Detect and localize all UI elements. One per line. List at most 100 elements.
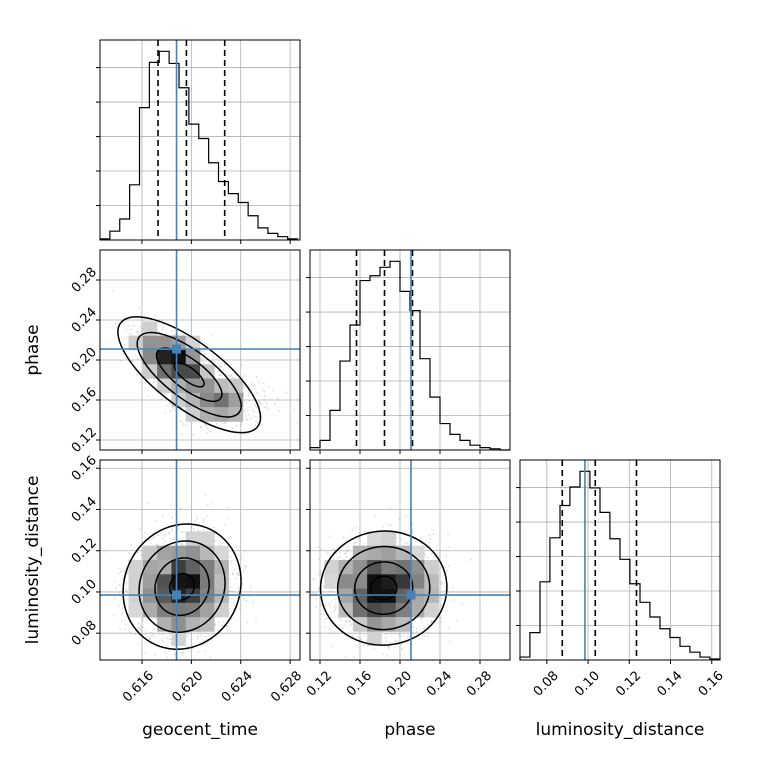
density-cell: [214, 574, 229, 589]
sample-point: [160, 398, 163, 400]
sample-point: [192, 528, 195, 531]
sample-point: [243, 384, 246, 387]
density-cell: [228, 378, 244, 394]
sample-point: [235, 424, 238, 427]
sample-point: [411, 529, 414, 532]
sample-point: [243, 565, 246, 567]
sample-point: [262, 389, 265, 392]
sample-point: [241, 577, 244, 580]
sample-point: [182, 423, 185, 426]
density-cell: [157, 545, 172, 561]
density-cell: [157, 350, 172, 365]
sample-point: [363, 634, 366, 636]
sample-point: [339, 618, 342, 621]
sample-point: [209, 430, 212, 433]
sample-point: [237, 586, 240, 589]
sample-point: [117, 605, 120, 607]
sample-point: [149, 638, 152, 641]
sample-point: [333, 605, 335, 608]
hist-step-luminosity_distance: [519, 470, 721, 660]
sample-point: [255, 420, 258, 423]
sample-point: [125, 582, 128, 584]
sample-point: [161, 639, 164, 642]
sample-point: [152, 633, 154, 636]
sample-point: [439, 567, 441, 570]
sample-point: [103, 551, 105, 553]
sample-point: [427, 635, 430, 638]
sample-point: [349, 620, 351, 623]
sample-point: [181, 652, 183, 654]
sample-point: [186, 329, 189, 332]
sample-point: [257, 381, 260, 384]
sample-point: [158, 666, 160, 668]
sample-point: [125, 589, 127, 591]
sample-point: [406, 635, 409, 638]
sample-point: [238, 608, 241, 610]
sample-point: [193, 520, 196, 523]
sample-point: [125, 624, 128, 626]
sample-point: [144, 652, 146, 654]
sample-point: [255, 406, 258, 409]
sample-point: [254, 404, 257, 406]
sample-point: [406, 632, 409, 634]
sample-point: [164, 540, 167, 542]
sample-point: [254, 424, 257, 426]
sample-point: [130, 328, 132, 331]
sample-point: [154, 520, 157, 522]
sample-point: [137, 358, 140, 360]
sample-point: [134, 633, 137, 636]
sample-point: [183, 333, 185, 336]
sample-point: [364, 530, 367, 533]
sample-point: [243, 550, 246, 553]
density-cell: [200, 531, 215, 547]
sample-point: [252, 601, 255, 604]
sample-point: [315, 598, 318, 600]
sample-point: [333, 610, 335, 613]
density-cell: [157, 335, 172, 351]
sample-point: [206, 426, 209, 429]
sample-point: [245, 565, 248, 568]
sample-point: [439, 621, 442, 623]
sample-point: [325, 617, 328, 620]
sample-point: [344, 553, 347, 555]
sample-point: [337, 616, 339, 619]
sample-point: [430, 553, 432, 555]
sample-point: [219, 373, 222, 376]
sample-point: [263, 399, 266, 401]
sample-point: [174, 653, 176, 656]
sample-point: [153, 635, 156, 638]
sample-point: [301, 577, 303, 579]
sample-point: [168, 532, 171, 535]
density-cell: [214, 560, 229, 575]
sample-point: [137, 330, 139, 333]
joint-content: [112, 289, 299, 436]
sample-point: [226, 517, 229, 520]
sample-point: [192, 433, 195, 436]
sample-point: [252, 410, 255, 413]
sample-point: [334, 549, 337, 551]
sample-point: [158, 331, 161, 333]
sample-point: [120, 360, 122, 362]
sample-point: [396, 532, 399, 535]
sample-point: [346, 548, 349, 551]
sample-point: [387, 646, 390, 649]
sample-point: [131, 360, 134, 362]
density-cell: [171, 574, 187, 589]
density-cell: [157, 588, 172, 604]
density-cell: [185, 545, 201, 561]
sample-point: [401, 635, 404, 637]
sample-point: [412, 625, 415, 628]
sample-point: [440, 604, 443, 607]
sample-point: [229, 375, 232, 377]
sample-point: [232, 590, 235, 593]
sample-point: [174, 543, 176, 546]
contour-line: [154, 557, 210, 617]
sample-point: [155, 314, 157, 317]
sample-point: [263, 406, 266, 409]
sample-point: [117, 592, 120, 595]
sample-point: [181, 542, 184, 545]
sample-point: [169, 641, 172, 644]
sample-point: [358, 532, 361, 534]
sample-point: [178, 409, 181, 411]
sample-point: [157, 534, 160, 537]
